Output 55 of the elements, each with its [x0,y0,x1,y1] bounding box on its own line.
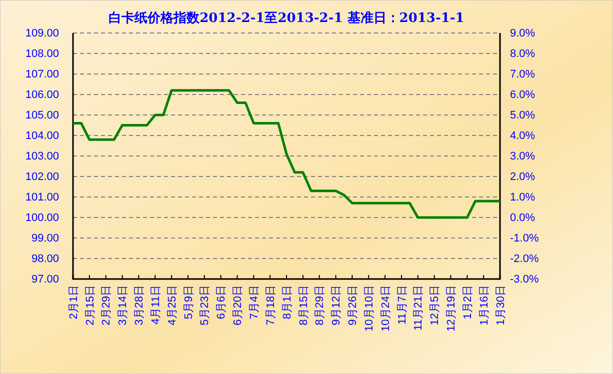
y2-tick-label: 6.0% [510,89,536,102]
x-tick-label: 8月29日 [314,285,326,326]
y-tick-label: 100.00 [25,212,59,224]
x-tick-label: 2月15日 [84,285,96,326]
x-tick-label: 6月6日 [216,285,228,320]
x-tick-label: 7月18日 [264,285,277,326]
y2-tick-label: 8.0% [510,48,536,60]
y-tick-label: 103.00 [25,150,59,163]
x-tick-label: 5月23日 [199,285,212,326]
x-tick-label: 3月14日 [117,285,130,326]
x-tick-label: 8月15日 [298,285,310,326]
x-tick-label: 9月26日 [347,285,360,326]
y-tick-label: 98.00 [31,253,59,266]
y2-tick-label: 2.0% [510,171,536,184]
y-tick-label: 97.00 [31,274,59,286]
x-tick-label: 8月1日 [281,285,294,320]
x-tick-label: 2月29日 [100,285,113,326]
x-tick-label: 1月30日 [494,285,507,326]
chart-title: 白卡纸价格指数2012-2-1至2013-2-1 基准日：2013-1-1 [108,10,464,26]
y2-tick-label: -1.0% [510,232,539,245]
y-tick-label: 108.00 [25,48,59,60]
x-tick-label: 10月10日 [363,285,376,332]
y-tick-label: 107.00 [25,68,59,81]
y2-tick-label: 4.0% [510,130,536,142]
x-tick-label: 7月4日 [248,285,261,320]
x-tick-label: 11月7日 [396,285,408,325]
x-tick-label: 2月1日 [68,285,80,320]
y-tick-label: 105.00 [25,110,59,122]
x-tick-label: 12月5日 [429,285,442,326]
y2-tick-label: 0.0% [510,212,536,224]
x-tick-label: 4月11日 [150,285,162,325]
x-tick-label: 1月2日 [462,285,474,320]
line-series [72,89,502,219]
y2-tick-label: -2.0% [510,253,539,266]
y-tick-label: 104.00 [25,130,59,142]
y2-tick-label: 7.0% [510,68,536,81]
x-tick-label: 1月16日 [478,285,490,326]
y-tick-label: 106.00 [25,89,59,102]
x-tick-label: 3月28日 [134,285,146,326]
y2-tick-label: -3.0% [510,274,539,286]
y2-tick-label: 3.0% [510,150,536,163]
y-tick-label: 102.00 [25,171,59,184]
x-tick-label: 11月21日 [412,285,425,331]
x-tick-label: 10月24日 [380,285,392,332]
x-tick-label: 9月12日 [330,285,343,326]
x-tick-label: 12月19日 [446,285,458,332]
y-tick-label: 109.00 [25,28,59,40]
y-tick-label: 99.00 [31,232,59,245]
y2-tick-label: 5.0% [510,110,536,122]
x-tick-label: 6月20日 [232,285,244,326]
x-tick-label: 5月9日 [182,285,195,320]
y2-tick-label: 9.0% [510,28,536,40]
y2-tick-label: 1.0% [510,192,536,204]
y-tick-label: 101.00 [25,192,59,204]
x-tick-label: 4月25日 [166,285,178,326]
